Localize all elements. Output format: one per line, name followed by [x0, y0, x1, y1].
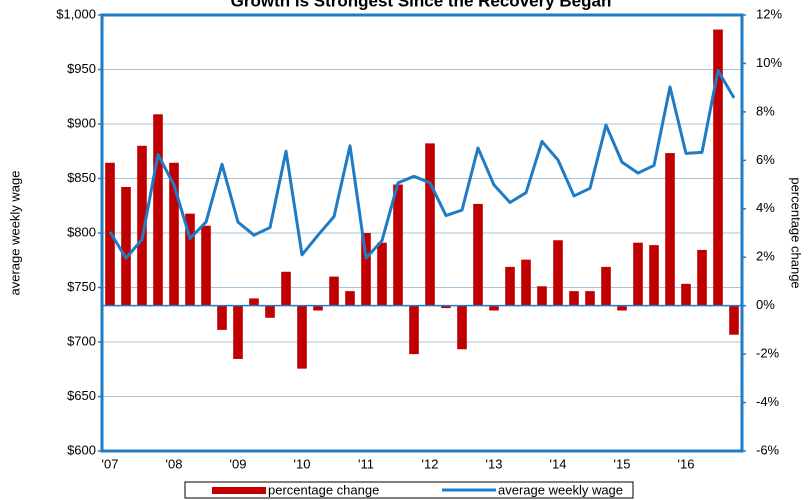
bar: [697, 249, 707, 306]
line: [108, 69, 736, 260]
bar: [233, 305, 243, 359]
bar: [425, 143, 435, 306]
y2-tick-label: 8%: [756, 103, 775, 118]
y-tick-label: $900: [67, 115, 96, 130]
y-tick-label: $1,000: [56, 6, 96, 21]
bar: [601, 266, 611, 306]
bar: [633, 242, 643, 306]
x-tick-label: '07: [102, 456, 119, 471]
bar: [217, 305, 227, 330]
bar: [537, 286, 547, 306]
y2-tick-label: 4%: [756, 200, 775, 215]
y2-tick-label: -6%: [756, 442, 780, 457]
bar: [281, 271, 291, 306]
x-tick-label: '11: [358, 456, 374, 471]
x-tick-label: '14: [550, 456, 567, 471]
bar: [329, 276, 339, 306]
y-tick-label: $850: [67, 170, 96, 185]
bar: [137, 145, 147, 306]
bar: [585, 291, 595, 306]
bar: [377, 242, 387, 306]
plot-frame: [100, 13, 744, 453]
bar: [649, 245, 659, 306]
chart-title: Growth is Strongest Since the Recovery B…: [231, 0, 612, 10]
bar: [361, 233, 371, 306]
bar: [201, 225, 211, 306]
bar: [489, 305, 499, 311]
bar: [505, 266, 515, 306]
y2-tick-label: 6%: [756, 152, 775, 167]
y-axis-label: average weekly wage: [7, 170, 22, 295]
bar: [153, 114, 163, 306]
bar: [313, 305, 323, 311]
bar: [185, 213, 195, 306]
y2-tick-label: 2%: [756, 249, 775, 264]
bar: [713, 29, 723, 306]
bar: [297, 305, 307, 369]
bar: [729, 305, 739, 335]
bar: [457, 305, 467, 350]
bar: [249, 298, 259, 306]
y-tick-label: $750: [67, 279, 96, 294]
y2-tick-label: 10%: [756, 55, 782, 70]
legend-label: average weekly wage: [498, 482, 623, 497]
y2-axis-label: percentage change: [789, 177, 804, 288]
bar: [681, 283, 691, 306]
x-tick-label: '12: [422, 456, 439, 471]
x-tick-label: '13: [486, 456, 503, 471]
y2-tick-label: -4%: [756, 394, 780, 409]
y-tick-label: $650: [67, 388, 96, 403]
bar: [569, 291, 579, 306]
y2-tick-label: 0%: [756, 297, 775, 312]
bar: [553, 240, 563, 306]
bar: [393, 184, 403, 306]
x-tick-label: '10: [294, 456, 311, 471]
y2-tick-label: 12%: [756, 6, 782, 21]
bar: [345, 291, 355, 306]
y-tick-label: $800: [67, 224, 96, 239]
bar: [121, 186, 131, 306]
x-tick-label: '09: [230, 456, 247, 471]
bar: [521, 259, 531, 306]
bar: [617, 305, 627, 311]
bar: [441, 305, 451, 309]
legend-box: [184, 481, 634, 499]
x-tick-label: '08: [166, 456, 183, 471]
bar: [265, 305, 275, 318]
legend-label: percentage change: [268, 482, 379, 497]
bar: [665, 153, 675, 306]
bar: [409, 305, 419, 355]
y-tick-label: $600: [67, 442, 96, 457]
bar: [169, 162, 179, 306]
y-tick-label: $700: [67, 333, 96, 348]
legend-swatch: [212, 487, 266, 494]
x-tick-label: '16: [678, 456, 695, 471]
x-tick-label: '15: [614, 456, 631, 471]
bar: [473, 203, 483, 306]
y2-tick-label: -2%: [756, 346, 780, 361]
y-tick-label: $950: [67, 61, 96, 76]
